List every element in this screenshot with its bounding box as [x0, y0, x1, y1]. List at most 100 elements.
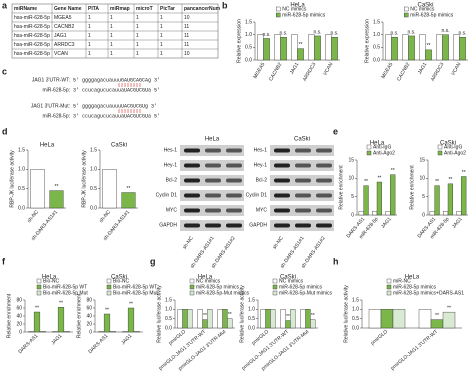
- x-tick-label: JAG1: [50, 333, 63, 346]
- x-tick-label: ARRDC3: [430, 61, 446, 82]
- panel-label: f: [2, 256, 6, 266]
- blot-band: [205, 163, 221, 168]
- bar: [133, 331, 140, 333]
- blot-band: [316, 223, 332, 228]
- bar: [376, 181, 383, 216]
- bar: [385, 34, 392, 61]
- significance: **: [311, 313, 315, 319]
- y-tick-label: 60: [16, 305, 22, 311]
- bar: [418, 309, 432, 329]
- legend-label: Bio-miR-628-5p WT: [113, 284, 157, 290]
- protein-label: Hes-1: [254, 147, 268, 153]
- legend-swatch: [106, 278, 112, 284]
- y-tick-label: 0.5: [18, 186, 25, 192]
- legend-swatch: [272, 284, 278, 290]
- y-tick-label: 10: [348, 176, 354, 182]
- legend-swatch: [404, 12, 409, 18]
- bar: [305, 309, 311, 329]
- seq: 3' ccucagucucauuaUACGUCGUa 5': [73, 87, 160, 93]
- panel-label: d: [2, 126, 8, 136]
- legend-label: Anti-IgG: [444, 144, 462, 150]
- y-tick-label: 1.5: [90, 147, 97, 153]
- blot-band: [226, 193, 242, 198]
- bar: [121, 192, 136, 209]
- blot-band: [184, 193, 200, 198]
- chart-title: HeLa: [42, 275, 57, 281]
- legend-label: miR-628-5p-Mut mimics: [279, 290, 333, 296]
- seq: 5' ggggagacuauuuGAUGCAGCAg 3': [73, 77, 160, 83]
- y-axis-label: Relative expression: [236, 19, 242, 63]
- y-tick-label: 0.0: [373, 57, 380, 63]
- x-tick-label: pmirGLO-JAG1 3'UTR-WT: [390, 329, 439, 371]
- y-tick-label: 1.5: [248, 297, 255, 303]
- bar: [33, 311, 41, 333]
- significance: n.s.: [314, 29, 322, 35]
- y-tick-label: 0.0: [245, 57, 252, 63]
- legend-swatch: [36, 278, 42, 284]
- table-cell: 11: [184, 24, 189, 30]
- bar: [39, 331, 46, 333]
- significance: n.s.: [459, 31, 467, 37]
- significance: **: [203, 313, 207, 319]
- legend-swatch: [366, 144, 372, 150]
- panel-label: c: [2, 66, 7, 76]
- table-header: PicTar: [160, 6, 175, 12]
- table-cell: hsa-miR-628-5p: [14, 15, 50, 21]
- legend-swatch: [272, 278, 278, 284]
- table-cell: 1: [136, 33, 139, 39]
- bar: [260, 309, 266, 329]
- legend-label: Bio-NC: [43, 278, 60, 284]
- y-tick-label: 0.0: [248, 325, 255, 331]
- table-cell: hsa-miR-628-5p: [14, 51, 50, 57]
- blot-band: [205, 148, 221, 153]
- bar: [308, 34, 315, 61]
- table-cell: 1: [136, 51, 139, 57]
- blot-band: [226, 148, 242, 153]
- significance: **: [35, 305, 39, 311]
- significance: **: [299, 42, 303, 48]
- legend-swatch: [276, 12, 281, 18]
- y-tick-label: 1.0: [373, 32, 380, 38]
- y-tick-label: 0.0: [352, 325, 359, 331]
- bar: [390, 174, 396, 216]
- significance: **: [435, 313, 439, 319]
- bar: [363, 185, 369, 216]
- bar: [207, 309, 213, 329]
- bar: [385, 211, 391, 216]
- protein-label: Hes-1: [164, 147, 178, 153]
- chart-title: HeLa: [290, 3, 305, 9]
- bar: [358, 211, 364, 216]
- legend-label: miR-628-5p-Mut mimics: [196, 290, 250, 296]
- bar: [49, 190, 64, 209]
- y-tick-label: 0.5: [90, 186, 97, 192]
- y-axis-label: Relative luciferase activity: [239, 285, 245, 343]
- bar: [202, 319, 208, 329]
- bar: [102, 169, 117, 209]
- bar: [391, 37, 398, 61]
- bar: [430, 319, 444, 329]
- legend-swatch: [386, 290, 392, 296]
- blot-band: [226, 178, 242, 183]
- table-cell: MGEA5: [54, 15, 72, 21]
- chart-title: CaSki: [417, 3, 433, 9]
- blot-band: [316, 163, 332, 168]
- table-cell: 11: [184, 42, 189, 48]
- significance: **: [462, 170, 466, 176]
- lane-label: sh-NC: [272, 235, 285, 250]
- bar: [392, 309, 406, 329]
- y-tick-label: 1.5: [352, 297, 359, 303]
- bar: [459, 37, 466, 61]
- y-tick-label: 1.0: [248, 307, 255, 313]
- significance: n.s.: [331, 31, 339, 37]
- legend-label: miR-628-5p mimics+DARS-AS1: [393, 290, 464, 296]
- y-tick-label: 0.5: [373, 45, 380, 51]
- protein-label: MYC: [166, 207, 178, 213]
- significance: **: [448, 177, 452, 183]
- y-tick-label: 1.5: [373, 19, 380, 25]
- significance: **: [447, 305, 451, 311]
- x-tick-label: ARRDC3: [302, 61, 318, 82]
- legend-label: Anti-Ago2: [444, 150, 466, 156]
- bar: [434, 185, 440, 216]
- blot-band: [316, 178, 332, 183]
- y-tick-label: 0: [351, 212, 354, 218]
